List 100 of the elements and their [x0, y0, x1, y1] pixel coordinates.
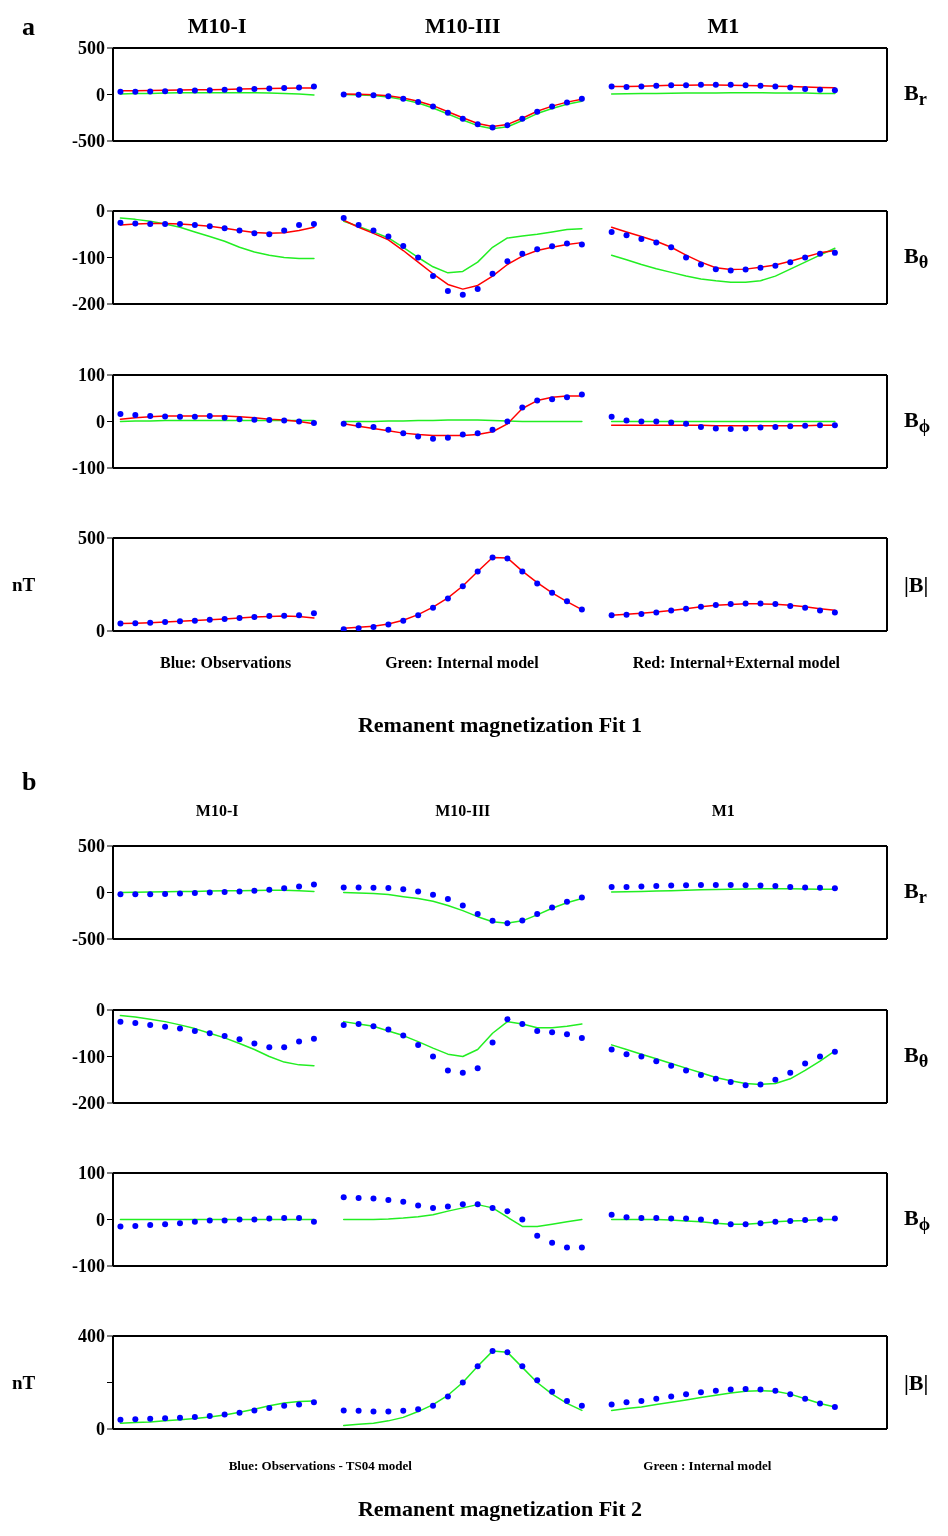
point: [191, 1027, 198, 1034]
point: [727, 1221, 734, 1228]
point: [697, 424, 704, 431]
point: [370, 1023, 377, 1030]
point: [831, 249, 838, 256]
point: [385, 426, 392, 433]
point: [668, 1215, 675, 1222]
point: [191, 221, 198, 228]
point: [742, 425, 749, 432]
point: [385, 885, 392, 892]
point: [802, 1060, 809, 1067]
point: [415, 1041, 422, 1048]
point: [787, 1217, 794, 1224]
point: [340, 884, 347, 891]
point: [296, 418, 303, 425]
point: [519, 1020, 526, 1027]
point: [489, 124, 496, 131]
point: [549, 589, 556, 596]
y-tick-label: -100: [72, 1256, 105, 1277]
point: [712, 425, 719, 432]
point: [712, 601, 719, 608]
line-series: [119, 217, 315, 260]
point: [549, 396, 556, 403]
point: [266, 613, 273, 620]
point: [459, 431, 466, 438]
point: [147, 88, 154, 95]
point: [176, 413, 183, 420]
point: [310, 419, 317, 426]
point: [221, 1217, 228, 1224]
point: [787, 1069, 794, 1076]
point: [117, 411, 124, 418]
point: [504, 555, 511, 562]
point: [340, 1194, 347, 1201]
point: [757, 264, 764, 271]
line-series: [342, 1350, 583, 1427]
point: [444, 1203, 451, 1210]
point: [623, 1051, 630, 1058]
point: [757, 1220, 764, 1227]
point: [638, 1053, 645, 1060]
point: [132, 411, 139, 418]
point: [206, 223, 213, 230]
point: [772, 882, 779, 889]
point: [727, 1386, 734, 1393]
y2-axis-title: B$_{θ}$: [904, 242, 929, 273]
point: [281, 1044, 288, 1051]
point: [296, 1401, 303, 1408]
point: [191, 889, 198, 896]
point: [221, 414, 228, 421]
point: [385, 233, 392, 240]
point: [772, 1076, 779, 1083]
point: [519, 1216, 526, 1223]
point: [623, 1399, 630, 1406]
point: [162, 1023, 169, 1030]
point: [668, 82, 675, 89]
point: [444, 595, 451, 602]
point: [266, 231, 273, 238]
point: [385, 621, 392, 628]
point: [370, 1195, 377, 1202]
point: [697, 1072, 704, 1079]
point: [519, 917, 526, 924]
point: [400, 95, 407, 102]
point: [727, 425, 734, 432]
point: [653, 418, 660, 425]
point: [400, 886, 407, 893]
point: [132, 1223, 139, 1230]
point: [176, 87, 183, 94]
point: [653, 1395, 660, 1402]
point: [757, 424, 764, 431]
point: [206, 87, 213, 94]
point: [281, 885, 288, 892]
point: [459, 291, 466, 298]
point: [430, 1402, 437, 1409]
point: [430, 1053, 437, 1060]
point: [176, 1220, 183, 1227]
point: [772, 262, 779, 269]
line-series: [342, 1203, 583, 1228]
point: [206, 1412, 213, 1419]
point: [132, 1416, 139, 1423]
text: Red: Internal+External model: [632, 654, 840, 672]
point: [534, 108, 541, 115]
y-tick-label: -100: [72, 458, 105, 479]
point: [668, 607, 675, 614]
point: [787, 423, 794, 430]
point: [251, 1407, 258, 1414]
point: [802, 1216, 809, 1223]
point: [712, 1218, 719, 1225]
point: [400, 617, 407, 624]
point: [251, 887, 258, 894]
point: [623, 611, 630, 618]
point: [489, 1204, 496, 1211]
point: [191, 1218, 198, 1225]
point: [653, 1215, 660, 1222]
point: [266, 1215, 273, 1222]
point: [355, 884, 362, 891]
point: [772, 424, 779, 431]
text: Blue: Observations: [160, 654, 292, 672]
point: [757, 882, 764, 889]
point: [251, 85, 258, 92]
point: [608, 1211, 615, 1218]
point: [802, 422, 809, 429]
